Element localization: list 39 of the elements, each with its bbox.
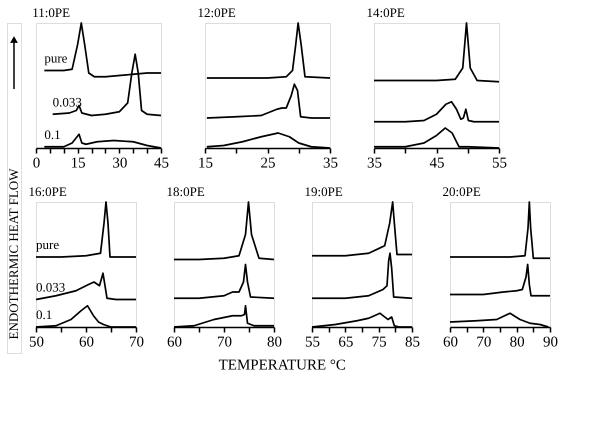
y-axis-title: ENDOTHERMIC HEAT FLOW [6, 168, 21, 340]
x-tick-label: 90 [543, 334, 558, 350]
x-tick-label: 55 [305, 334, 320, 350]
series-label: 0.033 [36, 280, 66, 294]
chart-title: 14:0PE [366, 5, 405, 20]
series-label: pure [36, 237, 60, 252]
x-tick-label: 25 [260, 156, 276, 172]
chart-title: 18:0PE [166, 184, 205, 200]
x-tick-label: 0 [32, 156, 40, 172]
x-tick-label: 35 [323, 156, 338, 172]
chart-title: 11:0PE [32, 5, 70, 20]
series-label: 0.1 [44, 126, 61, 142]
x-tick-label: 45 [154, 156, 169, 172]
series-label: 0.1 [36, 307, 52, 322]
x-tick-label: 45 [430, 156, 444, 172]
x-tick-label: 75 [372, 334, 387, 350]
x-axis-title: TEMPERATURE °C [218, 358, 346, 374]
series-label: pure [44, 50, 68, 66]
x-tick-label: 30 [112, 156, 128, 172]
chart-title: 16:0PE [28, 184, 67, 200]
x-tick-label: 15 [198, 156, 213, 172]
x-tick-label: 35 [367, 156, 382, 172]
x-tick-label: 80 [510, 334, 525, 350]
x-tick-label: 70 [129, 334, 144, 350]
series-label: 0.033 [52, 94, 82, 110]
x-tick-label: 70 [476, 334, 492, 350]
x-tick-label: 15 [70, 156, 86, 172]
chart-title: 19:0PE [304, 184, 343, 200]
x-tick-label: 55 [492, 156, 507, 172]
x-tick-label: 85 [405, 334, 420, 350]
x-tick-label: 60 [443, 334, 458, 350]
x-tick-label: 65 [338, 334, 354, 350]
x-tick-label: 80 [267, 334, 282, 350]
chart-title: 20:0PE [442, 184, 481, 200]
x-tick-label: 50 [29, 334, 44, 350]
x-tick-label: 60 [79, 334, 94, 350]
x-tick-label: 60 [167, 334, 182, 350]
chart-title: 12:0PE [198, 5, 236, 20]
x-tick-label: 70 [217, 334, 232, 350]
